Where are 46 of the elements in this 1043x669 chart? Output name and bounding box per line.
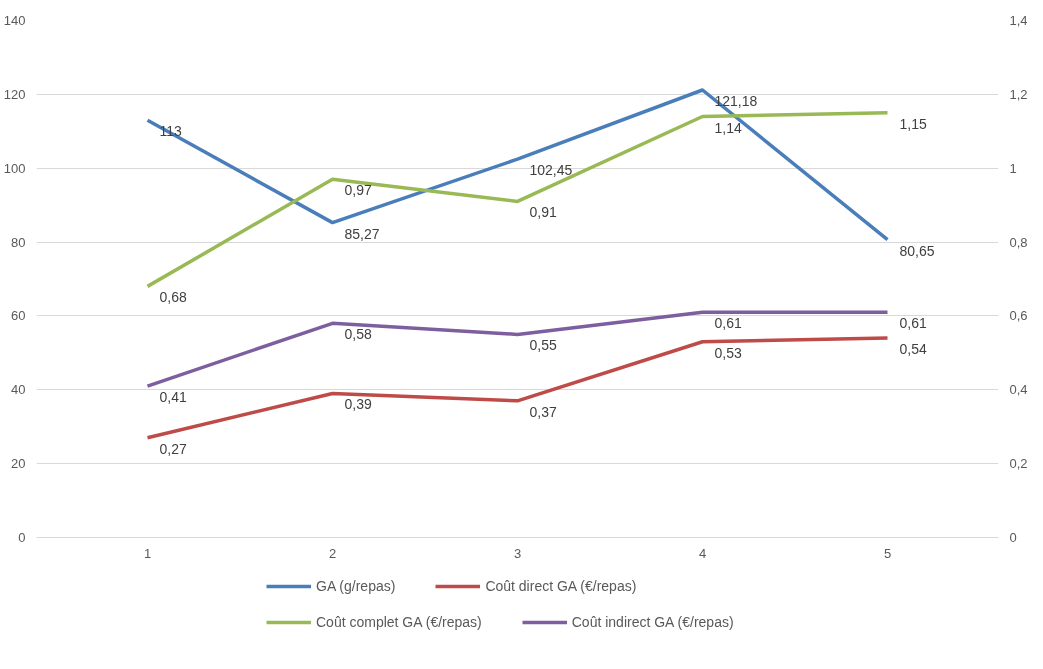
y2-tick-label: 0,6 [1009, 308, 1028, 324]
y2-tick-label: 1,4 [1009, 13, 1028, 28]
data-label: 0,97 [344, 182, 372, 199]
x-tick-label: 3 [513, 545, 522, 561]
y-tick-label: 80 [11, 234, 26, 250]
y-tick-label: 60 [11, 308, 26, 324]
x-tick-label: 1 [143, 545, 152, 561]
data-label: 0,58 [344, 326, 372, 343]
x-tick-label: 4 [698, 545, 707, 561]
y2-tick-label: 0 [1009, 530, 1017, 545]
data-label: 0,68 [159, 289, 187, 306]
legend-label: GA (g/repas) [316, 578, 396, 594]
y2-tick-label: 0,2 [1009, 456, 1028, 472]
y2-tick-label: 0,8 [1009, 234, 1028, 250]
y-tick-label: 20 [11, 456, 26, 472]
x-tick-label: 2 [328, 545, 337, 561]
y2-tick-label: 0,4 [1009, 382, 1028, 398]
data-label: 0,37 [529, 403, 557, 420]
legend-label: Coût complet GA (€/repas) [316, 614, 482, 630]
data-label: 0,39 [344, 396, 372, 413]
y-tick-label: 120 [3, 86, 26, 102]
line-series [145, 88, 890, 242]
legend-label: Coût indirect GA (€/repas) [571, 614, 734, 630]
data-label: 0,61 [714, 315, 742, 332]
data-label: 1,15 [899, 115, 927, 132]
data-label: 0,53 [714, 344, 742, 361]
y-tick-label: 40 [11, 382, 26, 398]
data-label: 0,41 [159, 389, 187, 406]
line-series [145, 111, 890, 289]
data-label: 0,54 [899, 341, 927, 358]
y2-tick-label: 1 [1009, 160, 1017, 176]
data-label: 0,27 [159, 440, 187, 457]
y-tick-label: 100 [3, 160, 26, 176]
line-series [145, 310, 890, 388]
y-tick-label: 140 [3, 13, 26, 28]
x-tick-label: 5 [883, 545, 892, 561]
data-label: 1,14 [714, 119, 742, 136]
data-label: 102,45 [529, 162, 573, 179]
legend-label: Coût direct GA (€/repas) [485, 578, 637, 594]
data-label: 80,65 [899, 242, 935, 259]
data-label: 0,91 [529, 204, 557, 221]
data-label: 0,61 [899, 315, 927, 332]
data-label: 85,27 [344, 225, 380, 242]
y2-tick-label: 1,2 [1009, 86, 1028, 102]
data-label: 0,55 [529, 337, 557, 354]
y-tick-label: 0 [18, 530, 26, 545]
